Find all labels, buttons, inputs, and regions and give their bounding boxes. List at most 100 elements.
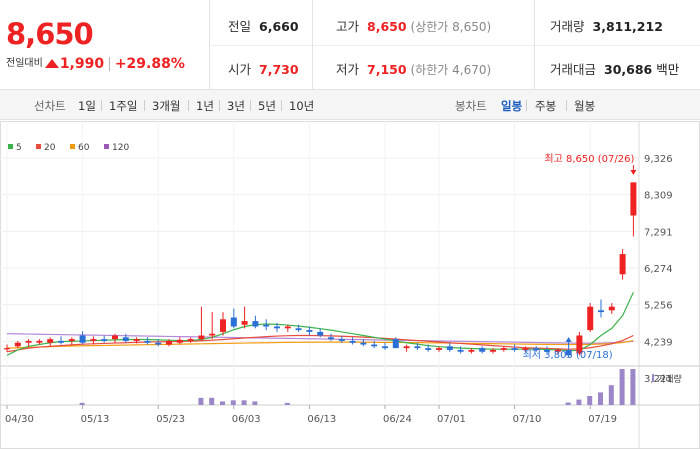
change-amount: 1,990 [59,56,105,72]
high-arrow-icon [630,170,637,175]
y-tick-label: 6,274 [644,264,673,275]
candle-body [230,317,237,327]
candle-body [371,344,378,347]
candle-chart-label: 봉차트 [455,99,487,113]
legend-label: 60 [78,143,90,153]
price-change: 전일대비 1,990 | +29.88% [6,56,185,72]
stat-open: 시가 7,730 [228,62,299,77]
volume-bar [198,397,204,405]
tab-monthly[interactable]: 월봉 [574,99,596,113]
price-box: 8,650 전일대비 1,990 | +29.88% [0,0,210,90]
x-tick-label: 07/01 [437,414,466,425]
tab-weekly[interactable]: 주봉 [535,99,557,113]
moving-average-ma60 [6,339,634,349]
candle-body [209,333,216,336]
candle-body [598,310,604,313]
y-tick-label: 9,326 [644,154,673,165]
volume-bar [79,402,85,405]
candle-body [360,342,367,345]
tab-5y[interactable]: 5년 [258,99,276,113]
candle-body [403,346,410,349]
stat-low: 저가 7,150 (하한가 4,670) [336,62,492,77]
candle-body [414,346,421,349]
candle-body [554,349,561,352]
x-tick-label: 07/19 [588,414,617,425]
tab-daily[interactable]: 일봉 [501,99,523,113]
tab-1d[interactable]: 1일 [78,99,96,113]
candle-body [295,328,302,331]
candle-body [112,335,118,340]
legend-label: 5 [16,143,22,153]
candle-body [306,330,313,332]
x-tick-label: 07/10 [513,414,542,425]
y-tick-label: 3,221 [644,374,673,385]
candle-body [14,342,21,347]
candle-body [522,348,529,350]
candle-body [144,340,151,343]
volume-bar [252,401,258,405]
legend-label: 20 [44,143,56,153]
volume-bar [608,385,614,405]
current-price: 8,650 [6,17,94,51]
candle-body [252,321,259,327]
x-tick-label: 05/23 [156,414,185,425]
legend-swatch [70,144,75,149]
volume-bar [619,369,625,405]
candle-body [220,319,226,332]
volume-bar [598,392,603,405]
x-tick-label: 04/30 [5,414,34,425]
candle-body [328,337,334,340]
candle-body [133,339,140,341]
volume-label: 거래량 [657,373,682,385]
tab-1y[interactable]: 1년 [196,99,214,113]
candle-body [544,349,550,352]
candle-body [90,339,97,341]
candle-body [619,254,626,275]
chart-tab-bar: 선차트 1일 1주일 3개월 1년 3년 5년 10년 봉차트 일봉 주봉 월봉 [0,90,700,120]
volume-bar [230,400,236,405]
candle-body [155,342,162,345]
legend-label: 120 [112,143,129,153]
candle-body [490,349,496,352]
candle-body [68,339,75,341]
candle-body [425,348,432,350]
volume-bar [630,369,636,405]
candle-body [4,348,10,350]
tab-10y[interactable]: 10년 [289,99,315,113]
moving-average-ma120 [6,333,634,344]
candle-body [511,348,518,350]
volume-bar [576,399,582,405]
candle-body [241,321,248,325]
candle-body [79,335,86,343]
chart-frame [0,121,700,449]
candle-body [176,339,183,343]
candle-body [187,339,194,341]
tab-3m[interactable]: 3개월 [152,99,181,113]
candle-body [47,339,54,343]
candle-body [25,340,32,343]
candle-body [349,340,356,343]
stock-chart: 9,326 8,309 7,291 6,274 5,256 4,239 3,221 04/30… [0,121,700,450]
tab-3y[interactable]: 3년 [227,99,245,113]
low-annotation: 최저 3,805 (07/18) [523,349,613,361]
legend-swatch [104,144,109,149]
candle-body [479,348,486,352]
volume-bar [209,397,215,405]
volume-bar [565,402,571,405]
volume-legend-swatch [652,374,654,382]
change-label: 전일대비 [6,58,43,69]
legend-swatch [8,144,13,149]
tab-1w[interactable]: 1주일 [109,99,138,113]
y-tick-label: 5,256 [644,301,673,312]
candle-body [263,324,270,327]
candle-body [565,349,572,356]
candle-body [166,340,172,345]
high-annotation: 최고 8,650 (07/26) [544,153,634,165]
y-tick-label: 7,291 [644,227,673,238]
x-tick-label: 06/03 [232,414,261,425]
candle-body [468,349,475,352]
candle-body [284,326,291,329]
candle-body [587,306,594,331]
volume-bar [220,401,225,405]
stat-prev-close: 전일 6,660 [228,19,299,34]
